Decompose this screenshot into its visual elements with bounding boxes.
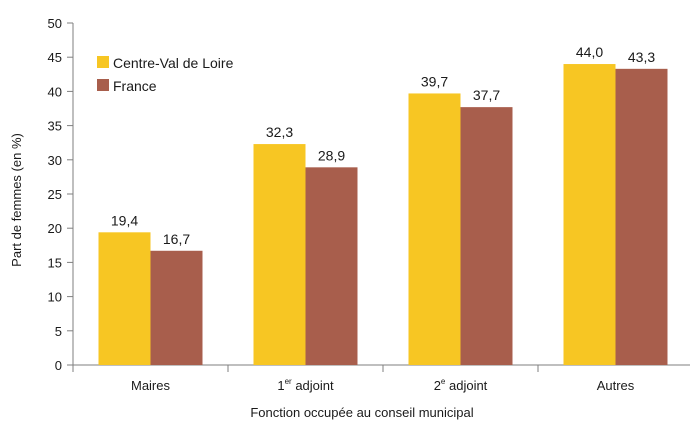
y-tick-label: 50 — [48, 16, 62, 31]
y-tick-label: 5 — [55, 324, 62, 339]
data-label: 19,4 — [111, 212, 138, 228]
bar — [305, 167, 358, 365]
x-axis-title: Fonction occupée au conseil municipal — [250, 405, 473, 420]
bar — [150, 250, 203, 365]
data-label: 32,3 — [266, 124, 293, 140]
category-label: 1er adjoint — [277, 377, 334, 393]
y-axis-title: Part de femmes (en %) — [9, 133, 24, 267]
data-label: 16,7 — [163, 231, 190, 247]
data-label: 44,0 — [576, 44, 603, 60]
legend-label: France — [113, 78, 157, 94]
y-tick-label: 30 — [48, 153, 62, 168]
bar — [408, 93, 461, 366]
legend-swatch — [97, 56, 109, 68]
y-tick-label: 35 — [48, 119, 62, 134]
bar — [253, 144, 306, 365]
bar — [98, 232, 151, 365]
data-label: 39,7 — [421, 73, 448, 89]
y-tick-label: 15 — [48, 255, 62, 270]
y-tick-label: 45 — [48, 50, 62, 65]
category-label: Autres — [597, 378, 635, 393]
y-tick-label: 25 — [48, 187, 62, 202]
y-axis: 0 5 10 15 20 25 30 35 40 45 50 — [48, 16, 74, 373]
legend-swatch — [97, 79, 109, 91]
bar — [460, 107, 513, 365]
bar — [615, 68, 668, 365]
y-tick-label: 20 — [48, 221, 62, 236]
category-label: Maires — [131, 378, 171, 393]
data-label: 43,3 — [628, 49, 655, 65]
legend: Centre-Val de Loire France — [97, 55, 234, 94]
bar — [563, 64, 616, 365]
data-label: 37,7 — [473, 87, 500, 103]
data-label: 28,9 — [318, 147, 345, 163]
x-axis: Maires 1er adjoint 2e adjoint Autres — [72, 364, 690, 393]
y-tick-label: 0 — [55, 358, 62, 373]
value-labels: 19,4 32,3 39,7 44,0 16,7 28,9 37,7 43,3 — [111, 44, 655, 247]
y-tick-label: 40 — [48, 84, 62, 99]
y-tick-label: 10 — [48, 290, 62, 305]
legend-label: Centre-Val de Loire — [113, 55, 234, 71]
bars — [98, 64, 668, 366]
category-label: 2e adjoint — [434, 377, 488, 393]
